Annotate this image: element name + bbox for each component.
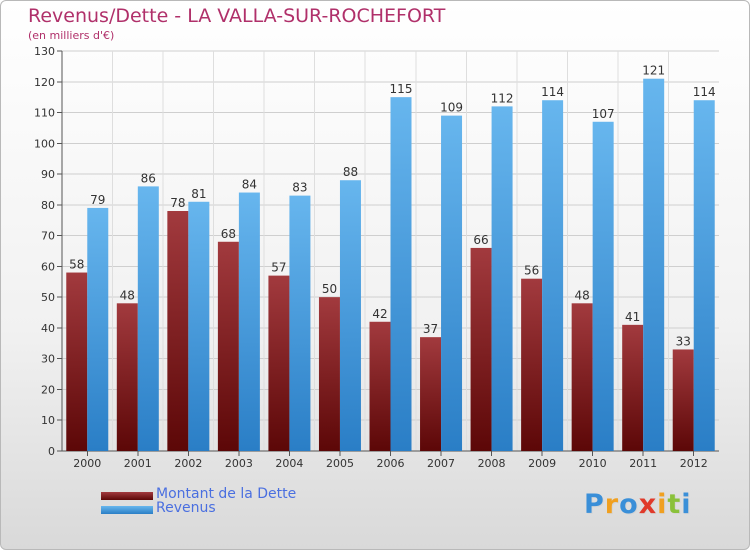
bar-revenus xyxy=(441,115,463,451)
bar-revenus xyxy=(238,192,260,452)
y-tick-label: 10 xyxy=(41,414,55,427)
chart-title: Revenus/Dette - LA VALLA-SUR-ROCHEFORT xyxy=(28,5,446,27)
y-tick-label: 80 xyxy=(41,199,55,212)
logo-letter: t xyxy=(667,489,682,520)
y-tick-label: 20 xyxy=(41,383,55,396)
data-label-dette: 58 xyxy=(69,258,84,272)
data-label-dette: 78 xyxy=(170,196,185,210)
data-label-revenus: 114 xyxy=(693,85,716,99)
data-label-revenus: 86 xyxy=(141,171,156,185)
y-tick-label: 40 xyxy=(41,322,55,335)
bar-revenus xyxy=(390,97,412,452)
logo-letter: r xyxy=(604,489,620,520)
legend-label-dette: Montant de la Dette xyxy=(156,486,297,502)
data-label-dette: 50 xyxy=(322,282,337,296)
data-label-dette: 42 xyxy=(372,307,387,321)
bar-revenus xyxy=(188,201,210,451)
logo-letter: i xyxy=(657,489,668,520)
chart-subtitle: (en milliers d'€) xyxy=(28,29,115,42)
legend-label-revenus: Revenus xyxy=(156,500,216,516)
bar-dette xyxy=(571,303,593,451)
x-tick-label: 2007 xyxy=(427,457,455,470)
data-label-revenus: 115 xyxy=(390,82,413,96)
bar-revenus xyxy=(592,121,614,452)
data-label-dette: 48 xyxy=(120,288,135,302)
logo-letter: o xyxy=(619,489,639,520)
bar-revenus xyxy=(491,106,513,451)
y-tick-label: 120 xyxy=(34,76,55,89)
x-tick-label: 2008 xyxy=(478,457,506,470)
y-tick-label: 50 xyxy=(41,291,55,304)
data-label-dette: 48 xyxy=(575,288,590,302)
data-label-dette: 56 xyxy=(524,264,539,278)
x-tick-label: 2009 xyxy=(528,457,556,470)
bar-revenus xyxy=(542,100,564,451)
data-label-dette: 57 xyxy=(271,261,286,275)
data-label-revenus: 79 xyxy=(90,193,105,207)
x-tick-label: 2006 xyxy=(377,457,405,470)
legend-swatch-dette xyxy=(101,492,153,500)
data-label-revenus: 83 xyxy=(292,181,307,195)
data-label-dette: 41 xyxy=(625,310,640,324)
bar-dette xyxy=(369,321,391,451)
bar-dette xyxy=(318,297,340,451)
x-tick-label: 2005 xyxy=(326,457,354,470)
bar-revenus xyxy=(137,186,159,451)
data-label-revenus: 112 xyxy=(491,91,514,105)
x-tick-label: 2011 xyxy=(629,457,657,470)
data-label-dette: 68 xyxy=(221,227,236,241)
x-tick-label: 2000 xyxy=(73,457,101,470)
data-label-revenus: 84 xyxy=(242,178,257,192)
data-label-dette: 37 xyxy=(423,322,438,336)
bars xyxy=(66,78,715,452)
data-label-revenus: 114 xyxy=(541,85,564,99)
bar-revenus xyxy=(87,207,109,451)
bar-dette xyxy=(116,303,138,451)
axes: 0 10 20 30 40 50 60 70 80 90 100 110 120 130 2000 2001 2… xyxy=(34,45,719,470)
legend-swatch-revenus xyxy=(101,506,153,514)
x-tick-label: 2001 xyxy=(124,457,152,470)
data-label-revenus: 121 xyxy=(642,64,665,78)
bar-dette xyxy=(521,278,543,451)
bar-dette xyxy=(470,247,492,451)
data-label-dette: 66 xyxy=(473,233,488,247)
bar-dette xyxy=(268,275,290,451)
y-tick-label: 100 xyxy=(34,137,55,150)
y-tick-label: 90 xyxy=(41,168,55,181)
bar-dette xyxy=(217,241,239,451)
data-label-revenus: 88 xyxy=(343,165,358,179)
bar-revenus xyxy=(289,195,311,451)
bar-revenus xyxy=(693,100,715,451)
y-tick-label: 130 xyxy=(34,45,55,58)
y-tick-label: 110 xyxy=(34,107,55,120)
bar-revenus xyxy=(339,180,361,451)
y-tick-label: 60 xyxy=(41,260,55,273)
proxiti-logo: Proxiti xyxy=(584,489,692,520)
bar-revenus xyxy=(643,78,665,451)
data-label-dette: 33 xyxy=(676,334,691,348)
y-tick-label: 30 xyxy=(41,353,55,366)
y-tick-label: 70 xyxy=(41,230,55,243)
bar-dette xyxy=(167,211,189,451)
logo-letter: i xyxy=(681,489,692,520)
x-tick-label: 2004 xyxy=(275,457,303,470)
x-tick-label: 2002 xyxy=(174,457,202,470)
data-label-revenus: 107 xyxy=(592,107,615,121)
bar-dette xyxy=(66,272,88,451)
data-label-revenus: 109 xyxy=(440,101,463,115)
y-tick-label: 0 xyxy=(48,445,55,458)
logo-letter: x xyxy=(638,489,658,520)
bar-dette xyxy=(622,324,644,451)
x-tick-label: 2003 xyxy=(225,457,253,470)
x-tick-label: 2010 xyxy=(579,457,607,470)
x-tick-label: 2012 xyxy=(680,457,708,470)
data-labels: 58 79 48 86 78 81 68 84 57 83 50 88 42 115 37 109 66 112 5… xyxy=(69,64,716,349)
bar-dette xyxy=(672,349,694,451)
data-label-revenus: 81 xyxy=(191,187,206,201)
bar-dette xyxy=(420,337,442,451)
logo-letter: P xyxy=(584,489,605,520)
